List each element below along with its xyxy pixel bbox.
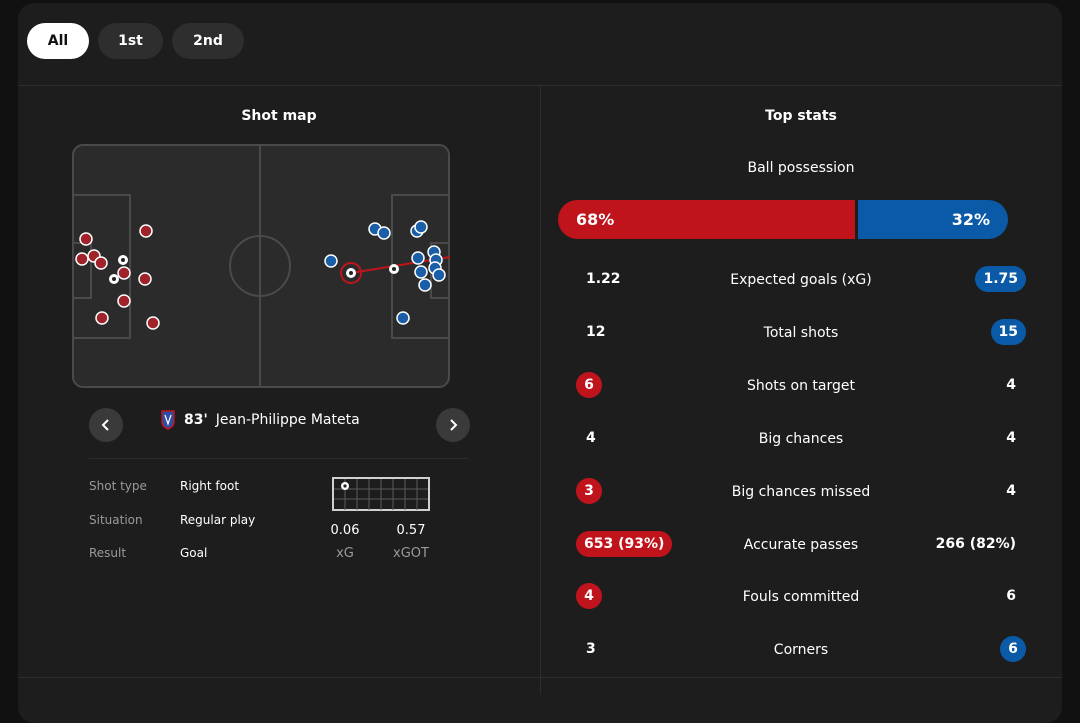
stat-name: Shots on target (746, 378, 855, 394)
home-value: 12 (586, 324, 606, 340)
shot-marker[interactable] (411, 251, 425, 265)
player-name[interactable]: Jean-Philippe Mateta (215, 412, 360, 428)
stat-name: Accurate passes (743, 537, 859, 553)
period-filter: All 1st 2nd (27, 23, 244, 59)
stat-row-accurate-passes: 653 (93%) Accurate passes 266 (82%) (540, 531, 1062, 561)
away-value: 266 (82%) (935, 536, 1016, 552)
home-shots (75, 224, 160, 330)
away-value: 4 (1006, 377, 1016, 393)
shot-marker[interactable] (377, 226, 391, 240)
divider (540, 85, 541, 694)
possession-home: 68% (558, 200, 856, 239)
home-value: 3 (586, 641, 596, 657)
stat-name: Expected goals (xG) (730, 272, 872, 288)
stat-row-shots-on-target: 6 Shots on target 4 (540, 372, 1062, 402)
away-value: 4 (1006, 483, 1016, 499)
xg-label: xG (336, 546, 354, 561)
shot-marker[interactable] (418, 278, 432, 292)
xg-value: 0.06 (330, 523, 360, 538)
stat-row-big-chances: 4 Big chances 4 (540, 425, 1062, 455)
stat-name: Big chances (758, 431, 844, 447)
goal-ball-icon[interactable] (109, 274, 119, 284)
shot-marker[interactable] (94, 256, 108, 270)
possession-bar: 68% 32% (558, 200, 1008, 239)
home-value: 4 (576, 583, 602, 609)
home-value: 653 (93%) (576, 531, 673, 557)
stat-row-big-chances-missed: 3 Big chances missed 4 (540, 478, 1062, 508)
shot-marker[interactable] (75, 252, 89, 266)
filter-second-half-button[interactable]: 2nd (172, 23, 244, 59)
shot-marker[interactable] (414, 220, 428, 234)
stat-name: Big chances missed (731, 484, 871, 500)
next-shot-button[interactable] (436, 408, 470, 442)
possession-home-value: 68% (576, 210, 615, 229)
shot-marker[interactable] (138, 272, 152, 286)
possession-away: 32% (858, 200, 1008, 239)
filter-first-half-button[interactable]: 1st (98, 23, 163, 59)
away-value: 1.75 (975, 266, 1026, 292)
shot-marker[interactable] (79, 232, 93, 246)
team-crest-icon (161, 410, 175, 430)
result-value: Goal (180, 546, 208, 560)
result-label: Result (89, 546, 127, 560)
situation-label: Situation (89, 513, 143, 527)
goal-frame-diagram (332, 477, 430, 511)
stat-row-total-shots: 12 Total shots 15 (540, 319, 1062, 349)
home-value: 3 (576, 478, 602, 504)
away-value: 4 (1006, 430, 1016, 446)
shot-map-pitch[interactable] (72, 144, 450, 388)
away-shots (324, 220, 446, 325)
shot-minute: 83' (184, 412, 208, 428)
stat-name: Corners (773, 642, 829, 658)
stat-row-fouls-committed: 4 Fouls committed 6 (540, 583, 1062, 613)
away-value: 15 (990, 319, 1026, 345)
home-value: 1.22 (586, 271, 621, 287)
center-circle (229, 235, 291, 297)
shot-map-title: Shot map (241, 108, 317, 124)
shot-type-label: Shot type (89, 479, 147, 493)
stat-row-expected-goals: 1.22 Expected goals (xG) 1.75 (540, 266, 1062, 296)
shot-marker[interactable] (117, 294, 131, 308)
home-value: 4 (586, 430, 596, 446)
stat-row-corners: 3 Corners 6 (540, 636, 1062, 666)
possession-away-value: 32% (951, 210, 990, 229)
selected-shot-ring (340, 262, 362, 284)
away-value: 6 (1000, 636, 1026, 662)
shot-marker[interactable] (146, 316, 160, 330)
stat-name: Total shots (763, 325, 839, 341)
home-value: 6 (576, 372, 602, 398)
shot-marker[interactable] (414, 265, 428, 279)
shot-marker[interactable] (396, 311, 410, 325)
xgot-value: 0.57 (396, 523, 426, 538)
divider (89, 458, 468, 459)
xgot-label: xGOT (393, 546, 429, 561)
chevron-left-icon (101, 419, 109, 431)
top-stats-title: Top stats (765, 108, 837, 124)
shot-marker[interactable] (324, 254, 338, 268)
chevron-right-icon (450, 419, 458, 431)
shot-type-value: Right foot (180, 479, 240, 493)
away-value: 6 (1006, 588, 1016, 604)
goal-ball-icon[interactable] (389, 264, 399, 274)
situation-value: Regular play (180, 513, 256, 527)
previous-shot-button[interactable] (89, 408, 123, 442)
divider (18, 677, 1062, 678)
stat-name: Fouls committed (742, 589, 860, 605)
shot-marker[interactable] (95, 311, 109, 325)
shot-marker[interactable] (432, 268, 446, 282)
goal-ball-icon[interactable] (118, 255, 128, 265)
shot-marker[interactable] (139, 224, 153, 238)
selected-shot-ball-icon[interactable] (346, 268, 356, 278)
shot-marker[interactable] (117, 266, 131, 280)
filter-all-button[interactable]: All (27, 23, 89, 59)
selected-shot-player: 83' Jean-Philippe Mateta (160, 410, 360, 430)
possession-label: Ball possession (747, 160, 855, 176)
